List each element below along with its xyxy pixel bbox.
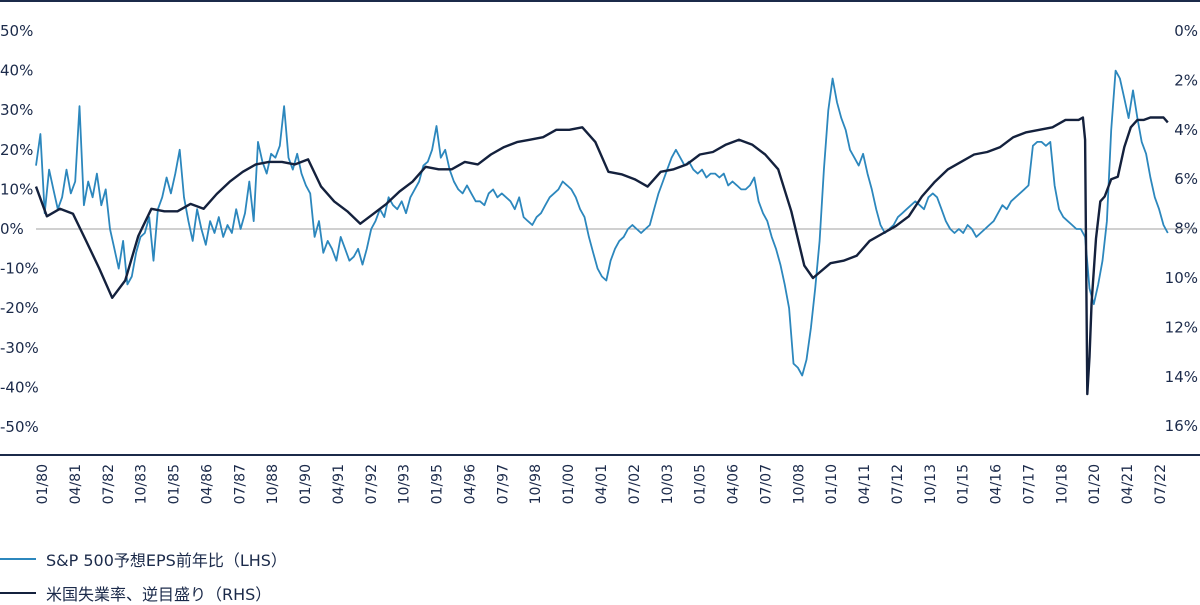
x-tick-label: 04/96 <box>463 464 479 504</box>
right-tick-label: 14% <box>1165 368 1198 386</box>
x-tick-label: 07/82 <box>101 464 117 504</box>
right-tick-label: 0% <box>1174 22 1198 40</box>
legend-item-unemployment: 米国失業率、逆目盛り（RHS） <box>0 581 271 605</box>
x-tick-label: 01/00 <box>561 464 577 504</box>
left-tick-label: 50% <box>0 22 33 40</box>
x-tick-label: 07/12 <box>890 464 906 504</box>
x-tick-label: 01/90 <box>298 464 314 504</box>
x-tick-label: 07/17 <box>1022 464 1038 504</box>
right-tick-label: 10% <box>1165 269 1198 287</box>
x-tick-label: 04/11 <box>857 464 873 504</box>
right-tick-label: 2% <box>1174 71 1198 89</box>
x-tick-label: 04/81 <box>68 464 84 504</box>
x-tick-label: 10/18 <box>1054 464 1070 504</box>
x-tick-label: 04/21 <box>1120 464 1136 504</box>
x-tick-label: 07/22 <box>1153 464 1169 504</box>
x-tick-label: 10/03 <box>660 464 676 504</box>
left-tick-label: 10% <box>0 180 33 198</box>
x-tick-label: 10/98 <box>528 464 544 504</box>
left-tick-label: 30% <box>0 101 33 119</box>
x-tick-label: 04/91 <box>331 464 347 504</box>
x-tick-label: 04/16 <box>989 464 1005 504</box>
x-tick-label: 01/10 <box>824 464 840 504</box>
left-tick-label: -50% <box>0 418 39 436</box>
x-tick-label: 01/85 <box>167 464 183 504</box>
right-tick-label: 6% <box>1174 170 1198 188</box>
x-tick-label: 01/15 <box>956 464 972 504</box>
x-tick-label: 07/07 <box>758 464 774 504</box>
right-tick-label: 12% <box>1165 318 1198 336</box>
x-tick-label: 01/80 <box>35 464 51 504</box>
left-tick-label: -40% <box>0 378 39 396</box>
left-tick-label: -20% <box>0 299 39 317</box>
x-tick-label: 10/13 <box>923 464 939 504</box>
x-tick-label: 04/86 <box>199 464 215 504</box>
unemployment-series-line <box>34 116 1169 396</box>
left-axis-ticks: 50% 40% 30% 20% 10% 0% -10% -20% -30% -40% -50% <box>0 22 39 436</box>
x-tick-label: 01/20 <box>1087 464 1103 504</box>
x-tick-label: 10/93 <box>397 464 413 504</box>
x-axis-ticks: 01/80 04/81 07/82 10/83 01/85 04/86 07/87 10/88… <box>35 464 1169 504</box>
legend-swatch-eps <box>0 558 36 560</box>
legend-item-eps: S&P 500予想EPS前年比（LHS） <box>0 547 287 571</box>
x-tick-label: 10/83 <box>134 464 150 504</box>
left-tick-label: 0% <box>0 220 24 238</box>
x-tick-label: 04/06 <box>726 464 742 504</box>
right-tick-label: 4% <box>1174 121 1198 139</box>
left-tick-label: 40% <box>0 62 33 80</box>
legend-swatch-unemployment <box>0 592 36 594</box>
legend-label-eps: S&P 500予想EPS前年比（LHS） <box>46 551 287 570</box>
x-tick-label: 01/95 <box>430 464 446 504</box>
x-tick-label: 07/87 <box>232 464 248 504</box>
x-tick-label: 10/88 <box>265 464 281 504</box>
left-tick-label: -10% <box>0 260 39 278</box>
x-tick-label: 01/05 <box>693 464 709 504</box>
x-tick-label: 10/08 <box>791 464 807 504</box>
x-tick-label: 07/92 <box>364 464 380 504</box>
chart-area: 50% 40% 30% 20% 10% 0% -10% -20% -30% -40% -50% 0%… <box>0 0 1200 504</box>
left-tick-label: 20% <box>0 141 33 159</box>
x-tick-label: 07/02 <box>627 464 643 504</box>
right-tick-label: 16% <box>1165 417 1198 435</box>
legend-label-unemployment: 米国失業率、逆目盛り（RHS） <box>46 585 272 604</box>
x-tick-label: 07/97 <box>495 464 511 504</box>
right-axis-ticks: 0%2%4%6%8%10%12%14%16% <box>1165 22 1198 435</box>
left-tick-label: -30% <box>0 339 39 357</box>
x-tick-label: 04/01 <box>594 464 610 504</box>
eps-series-line <box>35 69 1169 377</box>
